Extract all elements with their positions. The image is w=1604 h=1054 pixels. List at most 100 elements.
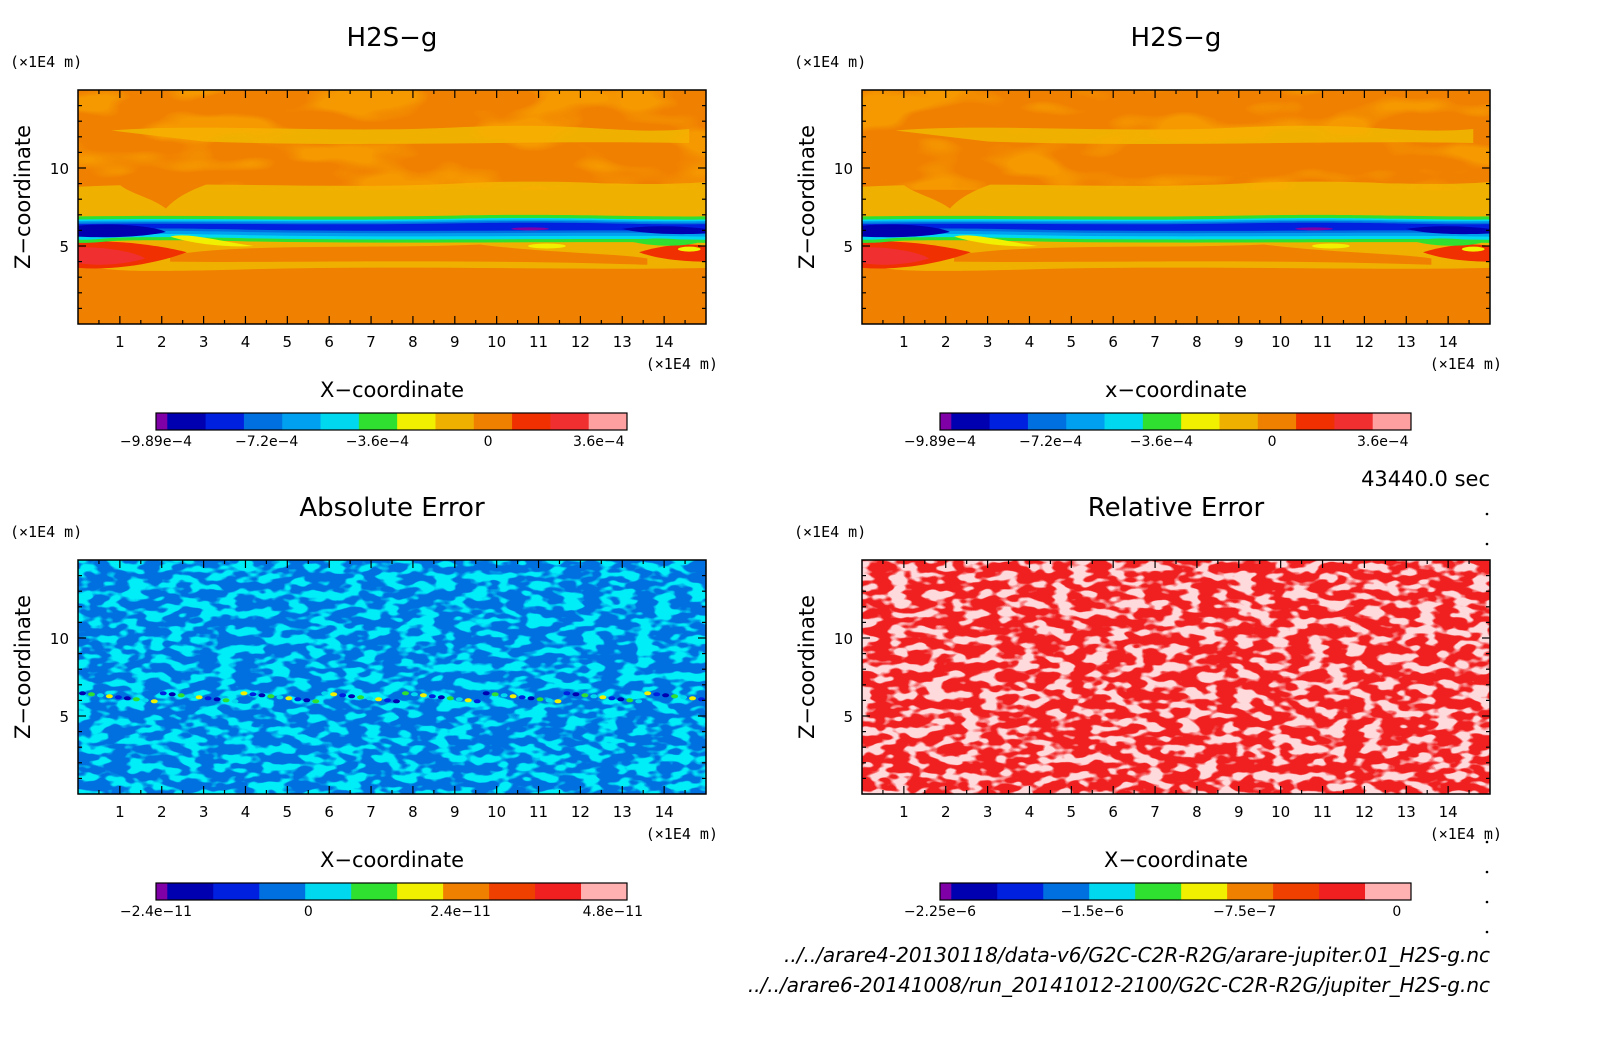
y-tick-label: 5 bbox=[843, 708, 853, 726]
colorbar-swatch bbox=[512, 413, 551, 430]
colorbar-swatch bbox=[1273, 883, 1320, 900]
colorbar-tick-label: 3.6e−4 bbox=[573, 434, 625, 450]
x-tick-label: 14 bbox=[655, 803, 674, 821]
y-axis-label: Z−coordinate bbox=[795, 595, 819, 739]
y-tick-label: 10 bbox=[50, 630, 69, 648]
colorbar-swatch bbox=[156, 883, 168, 900]
colorbar: −9.89e−4 −7.2e−4 −3.6e−4 0 3.6e−4 bbox=[904, 412, 1412, 450]
x-tick-label: 13 bbox=[613, 333, 632, 351]
colorbar-swatch bbox=[1365, 883, 1412, 900]
x-unit-label: (×1E4 m) bbox=[1430, 355, 1502, 373]
colorbar-swatch bbox=[156, 413, 168, 430]
colorbar-swatch bbox=[1142, 413, 1182, 430]
colorbar: −2.25e−6 −1.5e−6 −7.5e−7 0 bbox=[904, 882, 1412, 920]
x-tick-label: 4 bbox=[1025, 333, 1035, 351]
x-tick-label: 12 bbox=[1355, 333, 1374, 351]
x-tick-label: 10 bbox=[487, 803, 506, 821]
x-tick-label: 8 bbox=[408, 333, 418, 351]
x-tick-label: 2 bbox=[157, 803, 167, 821]
axis-ticks bbox=[78, 90, 706, 324]
y-tick-label: 5 bbox=[59, 238, 69, 256]
colorbar-swatch bbox=[1066, 413, 1105, 430]
footer-file-1: ../../arare4-20130118/data-v6/G2C-C2R-R2… bbox=[784, 943, 1490, 967]
contour-field bbox=[862, 560, 1490, 794]
colorbar-swatch bbox=[1334, 413, 1374, 430]
x-tick-label: 13 bbox=[1397, 333, 1416, 351]
colorbar-tick-label: −3.6e−4 bbox=[1130, 434, 1193, 450]
x-tick-label: 1 bbox=[115, 333, 125, 351]
colorbar-frame bbox=[155, 882, 628, 901]
colorbar-swatch bbox=[951, 883, 998, 900]
axis-ticks bbox=[862, 90, 1490, 324]
x-tick-label: 5 bbox=[283, 333, 293, 351]
y-axis-label: Z−coordinate bbox=[11, 595, 35, 739]
x-axis-label: X−coordinate bbox=[320, 378, 464, 402]
colorbar-swatch bbox=[588, 413, 628, 430]
colorbar-swatch bbox=[473, 413, 513, 430]
y-unit-label: (×1E4 m) bbox=[794, 53, 866, 71]
colorbar-swatch bbox=[581, 883, 628, 900]
x-tick-label: 1 bbox=[899, 333, 909, 351]
x-tick-label: 4 bbox=[241, 333, 251, 351]
colorbar-tick-label: 3.6e−4 bbox=[1357, 434, 1409, 450]
y-unit-label: (×1E4 m) bbox=[794, 523, 866, 541]
x-unit-label: (×1E4 m) bbox=[646, 825, 718, 843]
colorbar-swatch bbox=[1135, 883, 1182, 900]
x-tick-label: 3 bbox=[199, 333, 209, 351]
y-unit-label: (×1E4 m) bbox=[10, 523, 82, 541]
colorbar-swatch bbox=[351, 883, 398, 900]
x-tick-label: 6 bbox=[324, 333, 334, 351]
colorbar-tick-label: 0 bbox=[1268, 434, 1277, 450]
x-tick-label: 3 bbox=[983, 803, 993, 821]
x-tick-label: 13 bbox=[613, 803, 632, 821]
colorbar: −2.4e−11 0 2.4e−11 4.8e−11 bbox=[120, 882, 643, 920]
colorbar-swatch bbox=[443, 883, 490, 900]
colorbar-swatch bbox=[1027, 413, 1067, 430]
x-tick-label: 7 bbox=[1150, 333, 1160, 351]
x-tick-label: 9 bbox=[450, 333, 460, 351]
colorbar-swatch bbox=[940, 413, 952, 430]
x-tick-label: 6 bbox=[324, 803, 334, 821]
colorbar-swatch bbox=[397, 883, 444, 900]
x-tick-label: 13 bbox=[1397, 803, 1416, 821]
colorbar-swatch bbox=[1296, 413, 1335, 430]
colorbar-swatch bbox=[259, 883, 306, 900]
chart-panel: H2S−g(×1E4 m)1 2 3 4 5 6 7 8 9 10 11 12 13 14510(×1E4… bbox=[10, 23, 718, 450]
x-tick-label: 10 bbox=[1271, 333, 1290, 351]
colorbar-swatch bbox=[550, 413, 590, 430]
colorbar-swatch bbox=[997, 883, 1044, 900]
colorbar-tick-label: −7.2e−4 bbox=[1019, 434, 1082, 450]
axis-ticks bbox=[862, 560, 1490, 794]
x-tick-label: 2 bbox=[941, 333, 951, 351]
chart-title: Relative Error bbox=[1088, 493, 1265, 523]
y-axis-label: Z−coordinate bbox=[795, 125, 819, 269]
colorbar-swatch bbox=[205, 413, 245, 430]
footer-file-2: ../../arare6-20141008/run_20141012-2100/… bbox=[748, 973, 1490, 997]
colorbar-swatch bbox=[213, 883, 260, 900]
x-tick-label: 12 bbox=[571, 333, 590, 351]
colorbar-swatch bbox=[435, 413, 475, 430]
x-tick-label: 6 bbox=[1108, 803, 1118, 821]
colorbar-swatch bbox=[320, 413, 360, 430]
chart-title: Absolute Error bbox=[299, 493, 485, 523]
x-tick-label: 3 bbox=[983, 333, 993, 351]
x-tick-label: 2 bbox=[157, 333, 167, 351]
colorbar-swatch bbox=[397, 413, 436, 430]
axis-ticks bbox=[78, 560, 706, 794]
x-unit-label: (×1E4 m) bbox=[646, 355, 718, 373]
colorbar-frame bbox=[939, 412, 1412, 431]
colorbar-tick-label: −9.89e−4 bbox=[904, 434, 976, 450]
chart-panel: H2S−g(×1E4 m)1 2 3 4 5 6 7 8 9 10 11 12 13 14510(×1E4… bbox=[794, 23, 1502, 450]
x-tick-label: 7 bbox=[1150, 803, 1160, 821]
x-tick-label: 14 bbox=[1439, 803, 1458, 821]
x-tick-label: 5 bbox=[283, 803, 293, 821]
colorbar-tick-label: −2.25e−6 bbox=[904, 904, 976, 920]
y-tick-label: 10 bbox=[50, 160, 69, 178]
colorbar-tick-label: 0 bbox=[1392, 904, 1401, 920]
colorbar-swatch bbox=[489, 883, 536, 900]
colorbar-swatch bbox=[243, 413, 283, 430]
y-tick-label: 5 bbox=[59, 708, 69, 726]
x-tick-label: 8 bbox=[408, 803, 418, 821]
contour-field bbox=[78, 560, 706, 794]
x-tick-label: 6 bbox=[1108, 333, 1118, 351]
